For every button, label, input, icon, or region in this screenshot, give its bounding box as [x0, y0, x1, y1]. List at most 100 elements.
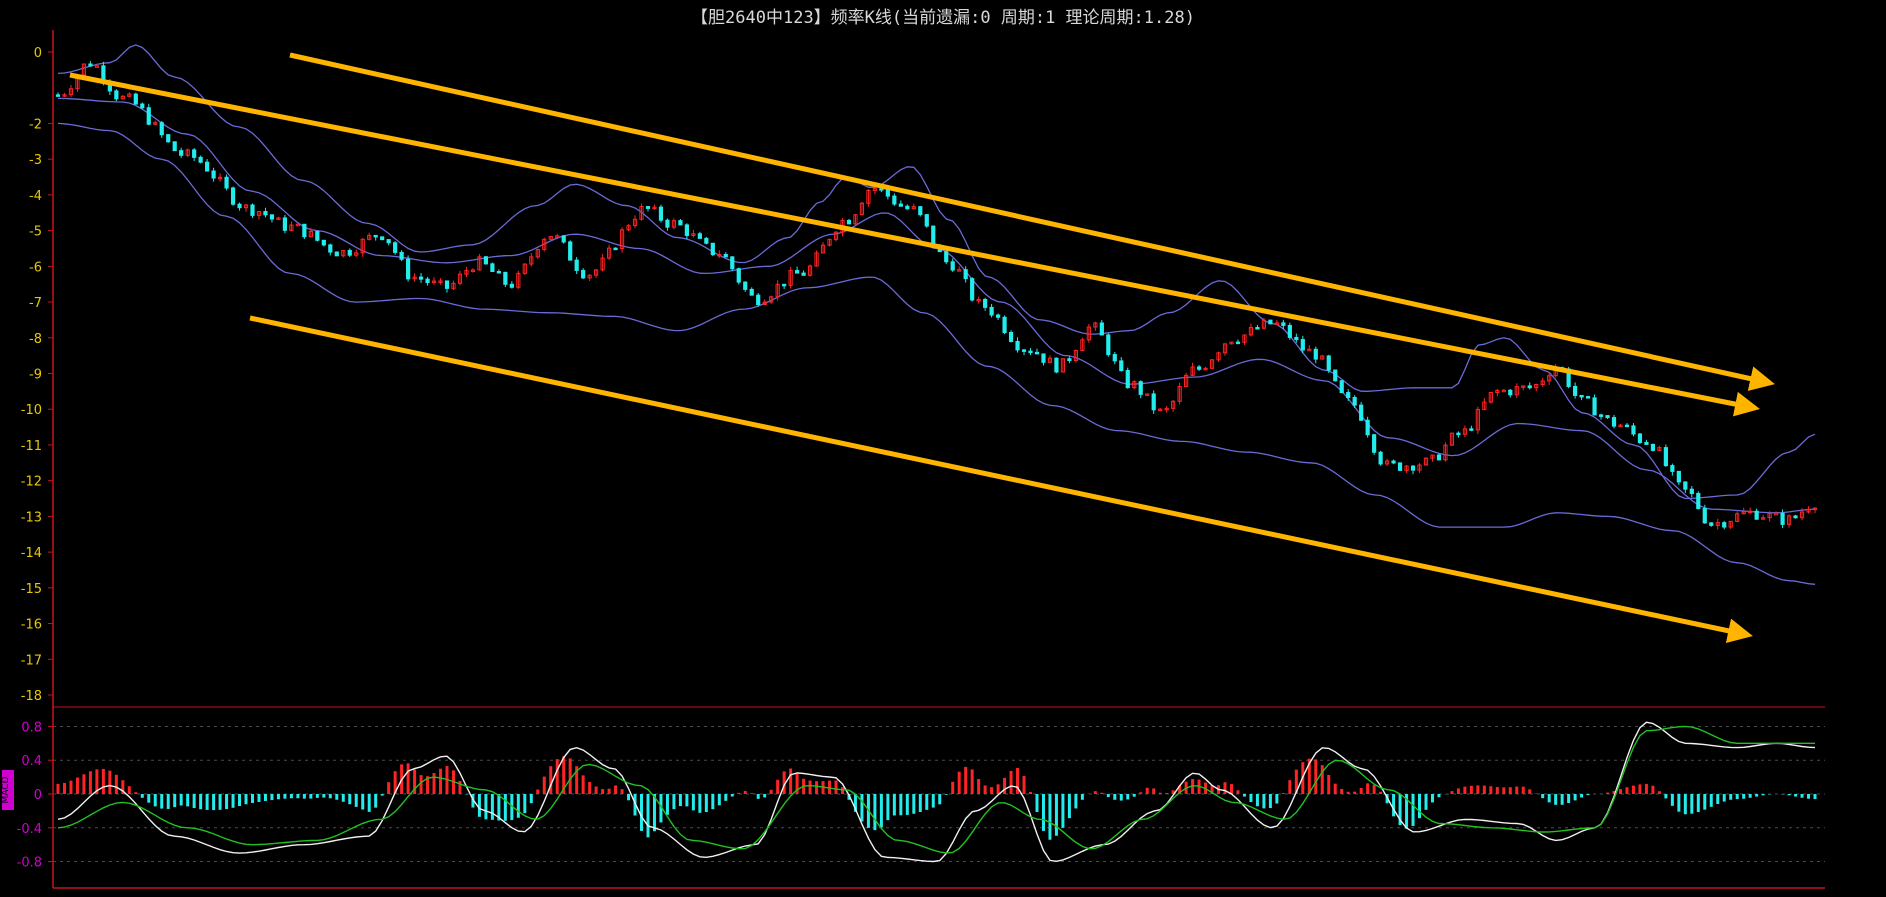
candle-up [1534, 384, 1539, 389]
y-tick-label: -4 [29, 189, 42, 204]
candle-up [1158, 408, 1163, 412]
candle-up [626, 225, 631, 231]
macd-tick-label: -0.4 [17, 822, 42, 837]
y-tick-label: -9 [29, 368, 42, 383]
y-tick-label: -16 [21, 618, 42, 633]
candle-down [1637, 433, 1643, 443]
trend-arrows [69, 52, 1775, 644]
candle-up [438, 280, 443, 283]
candle-up [632, 218, 638, 227]
candle-up [1274, 322, 1279, 325]
candle-down [1125, 370, 1130, 389]
candle-up [957, 269, 962, 272]
candle-up [289, 224, 294, 231]
candle-up [451, 282, 456, 289]
candle-down [263, 211, 268, 216]
candle-down [386, 239, 391, 244]
candle-down [1054, 357, 1059, 373]
y-tick-labels: 0 -2 -3 -4 -5 -6 -7 -8 -9 -10 -11 -12 -13 -14 -15 -16 -1… [17, 46, 53, 871]
candle-up [1443, 444, 1448, 461]
candle-up [1080, 339, 1085, 352]
candle-down [490, 263, 495, 273]
candle-down [645, 206, 651, 209]
candle-up [94, 65, 100, 68]
candle-down [224, 176, 229, 189]
macd-dea-line [57, 725, 1815, 854]
candle-up [1501, 389, 1506, 393]
candle-down [1644, 441, 1649, 445]
candle-up [1177, 385, 1182, 402]
trend-channel-top [289, 54, 1771, 384]
candle-down [898, 203, 903, 207]
candle-down [166, 134, 171, 143]
candle-down [846, 219, 852, 225]
candle-up [691, 233, 696, 236]
candle-down [684, 224, 689, 236]
trend-arrow-middle [69, 72, 1760, 417]
candle-up [1618, 424, 1623, 428]
candle-up [600, 257, 605, 271]
candle-up [1404, 465, 1409, 471]
y-tick-label: -13 [21, 510, 42, 525]
candle-down [1696, 493, 1701, 510]
candle-up [1449, 432, 1455, 446]
candle-down [983, 298, 988, 308]
candle-down [1650, 443, 1656, 451]
candle-up [1767, 512, 1772, 519]
y-tick-label: -8 [29, 332, 42, 347]
bollinger-lower [57, 122, 1816, 585]
candle-down [146, 107, 151, 125]
candle-down [723, 253, 728, 258]
candle-down [1397, 462, 1403, 471]
macd-axis-label: MACD [1, 770, 14, 810]
candle-down [1780, 512, 1785, 525]
candle-down [1592, 397, 1597, 416]
candle-up [1384, 460, 1390, 465]
candle-up [639, 206, 644, 220]
candle-down [678, 220, 683, 226]
candle-up [1229, 341, 1234, 345]
candle-down [1041, 353, 1046, 363]
candle-down [198, 156, 203, 163]
candle-down [1326, 355, 1331, 371]
candle-down [1287, 324, 1292, 338]
candle-up [1741, 511, 1746, 515]
candle-up [1773, 512, 1779, 516]
candle-down [230, 187, 236, 205]
macd-tick-label: 0.4 [21, 754, 42, 769]
candle-down [1112, 354, 1117, 362]
candle-up [1728, 520, 1733, 528]
candle-down [1119, 360, 1124, 372]
candle-down [924, 214, 929, 227]
axes [52, 30, 1825, 889]
candle-up [1320, 355, 1325, 360]
candle-down [963, 269, 968, 280]
candle-down [970, 278, 975, 301]
candle-up [1216, 352, 1221, 361]
candle-down [1683, 481, 1688, 490]
candle-up [341, 249, 346, 257]
candle-up [127, 93, 132, 97]
candle-up [1209, 359, 1215, 369]
candle-down [574, 259, 579, 271]
candle-down [380, 236, 385, 241]
candle-up [1475, 408, 1480, 431]
y-tick-label: -12 [21, 475, 42, 490]
candle-up [1735, 513, 1740, 522]
candle-up [367, 234, 372, 240]
candle-up [1190, 366, 1195, 376]
candle-down [1008, 332, 1014, 342]
candle-down [1235, 341, 1241, 345]
candle-down [192, 149, 197, 158]
y-tick-label: -14 [21, 546, 42, 561]
candle-up [853, 214, 858, 225]
candle-up [412, 276, 417, 280]
candles [55, 61, 1818, 530]
candle-up [594, 269, 599, 276]
candle-up [1242, 334, 1247, 343]
candle-down [1151, 393, 1156, 411]
candle-down [393, 242, 398, 253]
candle-up [81, 63, 87, 76]
candle-down [269, 214, 275, 220]
candle-down [1268, 319, 1273, 325]
